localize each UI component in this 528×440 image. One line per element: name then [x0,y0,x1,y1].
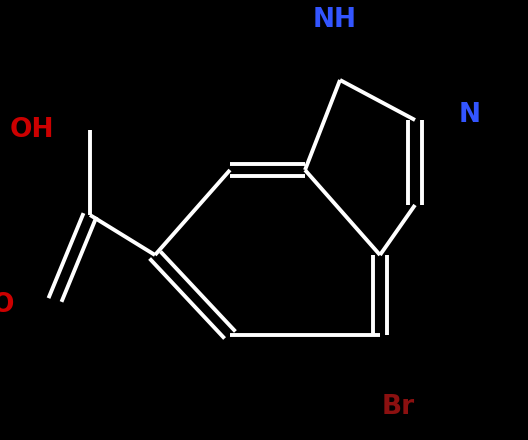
Text: OH: OH [10,117,54,143]
Text: O: O [0,292,14,318]
Text: Br: Br [381,394,414,420]
Text: N: N [459,102,481,128]
Text: NH: NH [313,7,357,33]
